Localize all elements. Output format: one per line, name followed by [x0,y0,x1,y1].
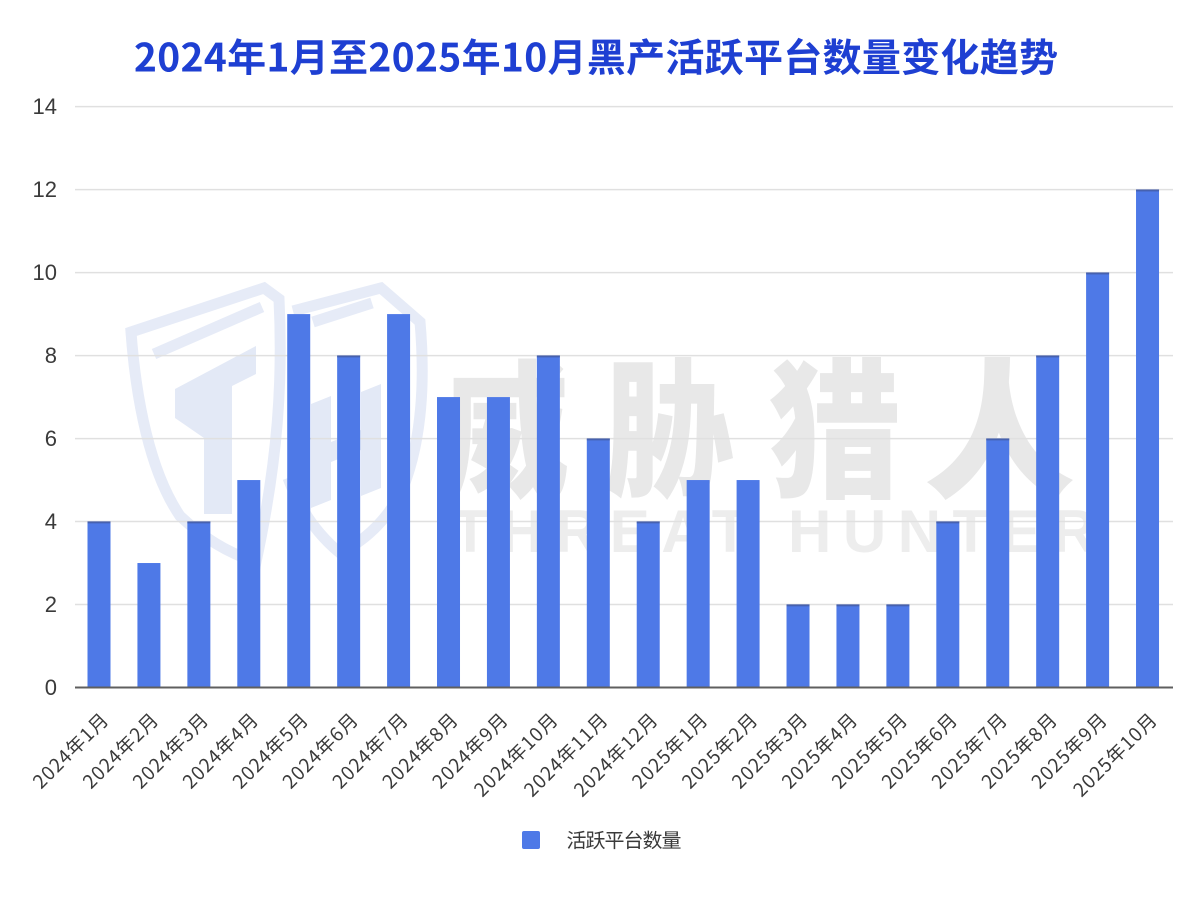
svg-text:6: 6 [45,426,57,451]
svg-text:10: 10 [33,260,57,285]
svg-text:14: 14 [33,94,57,119]
svg-text:0: 0 [45,675,57,700]
svg-text:4: 4 [45,509,57,534]
svg-text:12: 12 [33,177,57,202]
svg-text:2: 2 [45,592,57,617]
svg-text:8: 8 [45,343,57,368]
